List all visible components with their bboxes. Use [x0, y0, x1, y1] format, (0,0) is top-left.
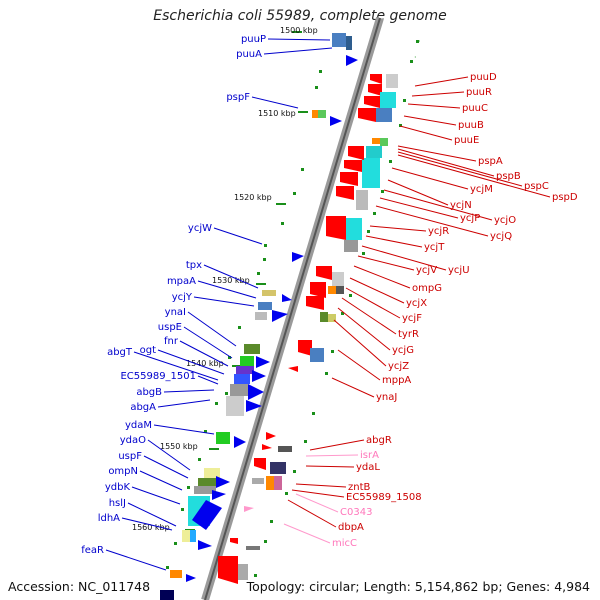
scale-label: 1530 kbp — [212, 276, 250, 285]
gene-label-puuE: puuE — [454, 135, 479, 146]
gene-label-ydaM: ydaM — [125, 420, 152, 431]
gene-label-EC55989_1508: EC55989_1508 — [346, 492, 422, 503]
gene-label-hslJ: hslJ — [109, 498, 126, 509]
gene-label-pspB: pspB — [496, 171, 521, 182]
forward-labels: puuP puuA pspF ycjW tpx mpaA ycjY ynaI u… — [81, 34, 266, 556]
gene-label-dbpA: dbpA — [338, 522, 364, 533]
gene-label-ompG: ompG — [412, 283, 442, 294]
gene-label-ycjO: ycjO — [494, 215, 516, 226]
svg-text:·: · — [418, 37, 421, 46]
gene-label-tyrR: tyrR — [398, 329, 419, 340]
gene-label-puuA: puuA — [236, 49, 262, 60]
gene-label-uspE: uspE — [158, 322, 182, 333]
topology-text: Topology: circular; Length: 5,154,862 bp… — [246, 579, 590, 594]
scale-label: 1520 kbp — [234, 193, 272, 202]
gene-label-ycjY: ycjY — [172, 292, 193, 303]
reverse-callouts — [287, 76, 551, 528]
reverse-labels: puuD puuR puuC puuB puuE pspA pspB pspC … — [338, 72, 578, 533]
gene-label-mpaA: mpaA — [167, 276, 196, 287]
gene-label-ycjG: ycjG — [392, 345, 414, 356]
scale-label: 1510 kbp — [258, 109, 296, 118]
accession-text: Accession: NC_011748 — [8, 579, 151, 594]
reverse-features — [218, 74, 398, 584]
gene-label-ogt: ogt — [140, 345, 156, 356]
gene-label-ycjZ: ycjZ — [388, 361, 409, 372]
gene-label-ynaJ: ynaJ — [376, 392, 397, 403]
gene-label-uspF: uspF — [118, 451, 142, 462]
gene-label-abgR: abgR — [366, 435, 392, 446]
gene-label-ycjW: ycjW — [188, 223, 212, 234]
scale-label: 1540 kbp — [186, 359, 224, 368]
gene-label-puuB: puuB — [458, 120, 484, 131]
gene-label-pspA: pspA — [478, 156, 503, 167]
gene-label-ycjQ: ycjQ — [490, 231, 512, 242]
gene-label-tpx: tpx — [186, 260, 202, 271]
gene-label-ycjP: ycjP — [460, 213, 480, 224]
gene-label-abgB: abgB — [136, 387, 162, 398]
gene-label-ynaI: ynaI — [165, 307, 186, 318]
gene-label-feaR: feaR — [81, 545, 104, 556]
gene-label-puuD: puuD — [470, 72, 497, 83]
gene-label-puuC: puuC — [462, 103, 488, 114]
scale-labels: 1500 kbp 1510 kbp 1520 kbp 1530 kbp 1540… — [132, 26, 318, 532]
gc-dots — [166, 40, 419, 577]
forward-features — [160, 33, 358, 600]
gene-label-ycjV: ycjV — [416, 265, 437, 276]
gene-label-abgA: abgA — [130, 402, 156, 413]
gene-label-ldhA: ldhA — [98, 513, 120, 524]
gene-label-puuR: puuR — [466, 87, 492, 98]
scale-label: 1500 kbp — [280, 26, 318, 35]
backbone — [201, 16, 384, 600]
gene-label-ycjN: ycjN — [450, 200, 472, 211]
rna-callouts — [283, 454, 359, 544]
gene-label-ycjF: ycjF — [402, 313, 422, 324]
gene-label-ycjM: ycjM — [470, 184, 493, 195]
map-title: Escherichia coli 55989, complete genome — [153, 8, 447, 24]
svg-text:·: · — [414, 53, 417, 62]
gene-label-mppA: mppA — [382, 375, 411, 386]
svg-text:·: · — [258, 35, 261, 44]
gene-label-fnr: fnr — [164, 336, 179, 347]
gene-label-ydaO: ydaO — [120, 435, 146, 446]
gene-label-ycjU: ycjU — [448, 265, 470, 276]
gene-label-C0343: C0343 — [340, 507, 372, 518]
gene-label-ompN: ompN — [108, 466, 138, 477]
scale-label: 1550 kbp — [160, 442, 198, 451]
forward-callouts — [105, 38, 333, 571]
gene-label-abgT: abgT — [107, 347, 133, 358]
gene-label-pspD: pspD — [552, 192, 578, 203]
gene-label-pspC: pspC — [524, 181, 549, 192]
gene-label-puuP: puuP — [241, 34, 266, 45]
gene-label-ydbK: ydbK — [105, 482, 131, 493]
outer-dots: · · · — [258, 35, 421, 62]
gene-label-EC55989_1501: EC55989_1501 — [120, 371, 196, 382]
gene-label-ycjX: ycjX — [406, 298, 427, 309]
gene-label-ydaL: ydaL — [356, 462, 380, 473]
gene-label-micC: micC — [332, 538, 357, 549]
gene-label-zntB: zntB — [348, 482, 371, 493]
gene-label-isrA: isrA — [360, 450, 379, 461]
rna-labels: isrA C0343 micC — [332, 450, 379, 549]
gene-label-pspF: pspF — [226, 92, 250, 103]
gene-label-ycjR: ycjR — [428, 226, 449, 237]
scale-label: 1560 kbp — [132, 523, 170, 532]
gene-label-ycjT: ycjT — [424, 242, 445, 253]
